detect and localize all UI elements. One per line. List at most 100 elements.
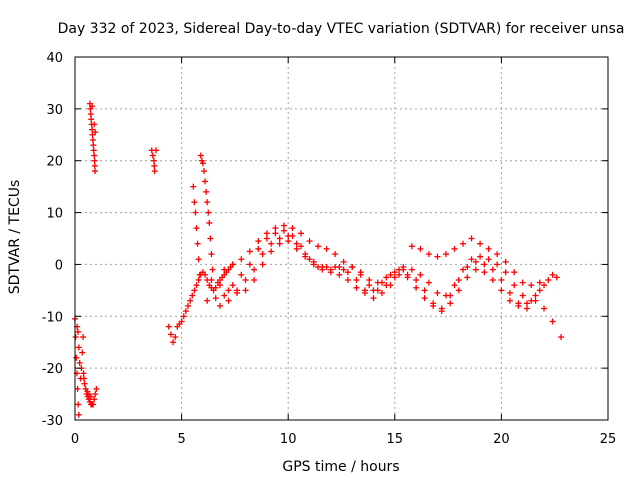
x-tick-label: 25 bbox=[600, 432, 617, 447]
data-point bbox=[489, 276, 496, 283]
data-point bbox=[172, 334, 179, 341]
plot-border bbox=[74, 56, 609, 421]
data-point bbox=[199, 160, 206, 167]
data-point bbox=[289, 225, 296, 232]
data-point bbox=[353, 276, 360, 283]
data-point bbox=[511, 282, 518, 289]
data-point bbox=[74, 385, 81, 392]
data-point bbox=[306, 256, 313, 263]
data-point bbox=[81, 380, 88, 387]
data-point bbox=[366, 276, 373, 283]
x-tick-label: 15 bbox=[387, 432, 404, 447]
y-tick-label: 20 bbox=[46, 155, 63, 170]
x-tick-label: 10 bbox=[280, 432, 297, 447]
data-point bbox=[208, 276, 215, 283]
data-point bbox=[272, 225, 279, 232]
data-point bbox=[434, 289, 441, 296]
data-point bbox=[167, 331, 174, 338]
data-point bbox=[190, 183, 197, 190]
data-point bbox=[221, 266, 228, 273]
data-point bbox=[91, 157, 98, 164]
data-point bbox=[149, 152, 156, 159]
data-point bbox=[387, 282, 394, 289]
data-point bbox=[366, 282, 373, 289]
data-point bbox=[430, 302, 437, 309]
data-point bbox=[189, 292, 196, 299]
data-point bbox=[208, 251, 215, 258]
data-point bbox=[80, 370, 87, 377]
data-point bbox=[455, 276, 462, 283]
data-point bbox=[306, 238, 313, 245]
data-point bbox=[515, 302, 522, 309]
data-point bbox=[180, 313, 187, 320]
data-point bbox=[340, 258, 347, 265]
data-point bbox=[391, 269, 398, 276]
data-point bbox=[234, 289, 241, 296]
data-point bbox=[225, 297, 232, 304]
data-point bbox=[193, 225, 200, 232]
data-point bbox=[74, 328, 81, 335]
data-point bbox=[203, 188, 210, 195]
y-axis-label: SDTVAR / TECUs bbox=[7, 180, 23, 295]
data-point bbox=[485, 245, 492, 252]
data-point bbox=[344, 276, 351, 283]
data-point bbox=[477, 253, 484, 260]
data-point bbox=[259, 251, 266, 258]
data-point bbox=[89, 136, 96, 143]
data-point bbox=[90, 401, 97, 408]
data-point bbox=[178, 318, 185, 325]
data-point bbox=[242, 287, 249, 294]
data-points bbox=[72, 100, 565, 418]
data-point bbox=[361, 289, 368, 296]
y-tick-label: -10 bbox=[42, 310, 63, 325]
y-tick-label: 10 bbox=[46, 207, 63, 222]
data-point bbox=[79, 349, 86, 356]
data-point bbox=[357, 269, 364, 276]
data-point bbox=[165, 323, 172, 330]
data-point bbox=[494, 261, 501, 268]
grid-lines bbox=[75, 57, 608, 420]
data-point bbox=[276, 240, 283, 247]
data-point bbox=[251, 266, 258, 273]
data-point bbox=[519, 279, 526, 286]
data-point bbox=[447, 300, 454, 307]
data-point bbox=[88, 116, 95, 123]
data-point bbox=[396, 266, 403, 273]
data-point bbox=[206, 219, 213, 226]
axis-ticks: 0 5 10 15 20 25 -30 -20 -10 0 10 20 30 40 bbox=[42, 51, 617, 447]
data-point bbox=[195, 276, 202, 283]
data-point bbox=[421, 287, 428, 294]
data-point bbox=[370, 287, 377, 294]
data-point bbox=[285, 238, 292, 245]
data-point bbox=[76, 359, 83, 366]
data-point bbox=[553, 274, 560, 281]
data-point bbox=[259, 261, 266, 268]
data-point bbox=[417, 271, 424, 278]
data-point bbox=[391, 274, 398, 281]
data-point bbox=[293, 240, 300, 247]
data-point bbox=[528, 282, 535, 289]
data-point bbox=[498, 287, 505, 294]
data-point bbox=[196, 271, 203, 278]
data-point bbox=[89, 103, 96, 110]
data-point bbox=[558, 334, 565, 341]
data-point bbox=[472, 258, 479, 265]
y-tick-label: 40 bbox=[46, 51, 63, 66]
data-point bbox=[255, 245, 262, 252]
data-point bbox=[216, 282, 223, 289]
data-point bbox=[455, 287, 462, 294]
data-point bbox=[494, 251, 501, 258]
data-point bbox=[332, 251, 339, 258]
data-point bbox=[89, 126, 96, 133]
data-point bbox=[336, 271, 343, 278]
data-point bbox=[379, 279, 386, 286]
data-point bbox=[532, 297, 539, 304]
data-point bbox=[460, 266, 467, 273]
data-point bbox=[413, 284, 420, 291]
data-point bbox=[170, 339, 177, 346]
data-point bbox=[205, 209, 212, 216]
data-point bbox=[150, 157, 157, 164]
data-point bbox=[413, 276, 420, 283]
data-point bbox=[280, 227, 287, 234]
